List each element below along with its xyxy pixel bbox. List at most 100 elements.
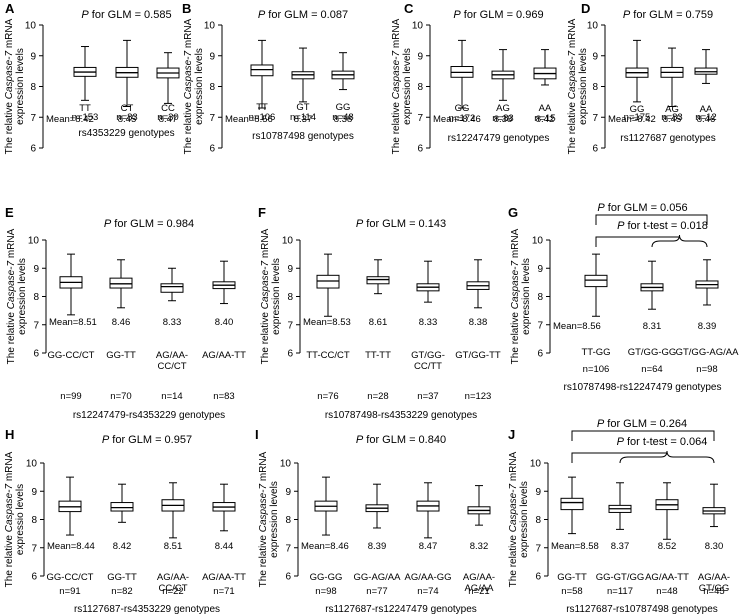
n-count: n=114 — [290, 112, 316, 123]
y-tick-label: 9 — [209, 51, 215, 62]
panel-j: J 6 7 8 9 10 The relative Caspase-7 mRNAexpres… — [508, 418, 730, 615]
y-tick-label: 6 — [535, 572, 541, 583]
n-count: n=175 — [624, 112, 651, 123]
y-tick-label: 10 — [204, 21, 216, 32]
n-count: n=22 — [162, 586, 183, 597]
p-value-title: P for GLM = 0.264 — [597, 418, 687, 430]
mean-value: 8.39 — [368, 541, 387, 552]
panel-d: D 6 7 8 9 10 The relative Caspase-7 mRNAexpres… — [567, 1, 718, 155]
y-tick-label: 8 — [285, 515, 291, 526]
mean-label: Mean=8.42 — [46, 114, 94, 125]
n-count: n=15 — [534, 113, 555, 124]
n-count: n=74 — [417, 586, 438, 597]
mean-value: 8.45 — [118, 114, 137, 125]
genotype-label: AG/AA-GG — [405, 572, 452, 583]
genotype-label: AG/AA-TT — [645, 572, 689, 583]
n-count: n=83 — [116, 112, 137, 123]
y-tick-label: 10 — [280, 459, 292, 470]
panel-letter: B — [182, 1, 191, 16]
genotype-label: GG-AG/AA — [354, 572, 402, 583]
mean-value: 8.38 — [334, 114, 353, 125]
y-tick-label: 8 — [535, 515, 541, 526]
p-value-title: P for GLM = 0.056 — [597, 202, 687, 214]
y-tick-label: 8 — [31, 515, 37, 526]
n-count: n=172 — [449, 113, 476, 124]
y-tick-label: 9 — [30, 51, 36, 62]
y-tick-label: 10 — [28, 236, 40, 247]
panel-letter: E — [5, 205, 14, 220]
y-tick-label: 10 — [282, 236, 294, 247]
y-tick-label: 10 — [532, 236, 544, 247]
mean-label: Mean=8.51 — [49, 317, 97, 328]
ttest-bracket — [595, 236, 680, 247]
genotype-label: GG-GT/GG — [596, 572, 645, 583]
y-axis-label: The relative Caspase-7 mRNA — [258, 451, 269, 587]
panel-letter: D — [581, 1, 590, 16]
box-iqr — [110, 502, 134, 512]
n-count: n=21 — [468, 586, 489, 597]
p-value-ttest: P for t-test = 0.064 — [617, 436, 708, 448]
n-count: n=64 — [641, 364, 662, 375]
y-tick-label: 6 — [209, 144, 215, 155]
y-axis-label-line2: expression levels — [271, 258, 282, 335]
genotype-label: GT/GG- — [411, 350, 445, 361]
y-tick-label: 8 — [592, 82, 598, 93]
mean-label: Mean=8.46 — [433, 114, 481, 125]
genotype-label: GG-TT — [107, 572, 137, 583]
genotype-label: CC/CT — [157, 361, 186, 372]
y-tick-label: 8 — [33, 292, 39, 303]
genotype-label: GG-TT — [106, 350, 136, 361]
panel-letter: J — [508, 427, 515, 442]
y-axis-label-line2: expression levels — [521, 258, 532, 335]
y-tick-label: 9 — [417, 51, 423, 62]
box-iqr — [366, 276, 390, 285]
y-tick-label: 6 — [33, 349, 39, 360]
genotype-label: AG/AA- — [698, 572, 730, 583]
mean-value: 8.32 — [470, 541, 489, 552]
x-axis-label: rs1127687-rs12247479 genotypes — [325, 604, 477, 615]
mean-value: 8.52 — [658, 541, 677, 552]
y-tick-label: 10 — [26, 459, 38, 470]
mean-label: Mean=8.58 — [551, 541, 599, 552]
x-axis-label: rs12247479-rs4353229 genotypes — [73, 410, 225, 421]
n-count: n=45 — [703, 586, 724, 597]
ttest-brace — [619, 450, 715, 464]
n-count: n=98 — [696, 364, 717, 375]
n-count: n=106 — [583, 364, 610, 375]
genotype-label: TT-GG — [581, 347, 610, 358]
y-axis-label: The relative Caspase-7 mRNA — [4, 451, 15, 587]
y-tick-label: 7 — [31, 543, 37, 554]
genotype-label: GG-CC/CT — [47, 572, 94, 583]
y-tick-label: 9 — [31, 487, 37, 498]
n-count: n=98 — [315, 586, 336, 597]
box-iqr — [250, 64, 274, 77]
panel-letter: G — [508, 205, 518, 220]
y-tick-label: 10 — [25, 21, 37, 32]
mean-value: 8.51 — [164, 541, 183, 552]
y-tick-label: 6 — [30, 144, 36, 155]
genotype-label: AG/AA- — [463, 572, 495, 583]
y-axis-label-line2: expression levels — [17, 258, 28, 335]
panel-a: A 6 7 8 9 10 The relative Caspase-7 mRNAexpres… — [4, 1, 180, 155]
mean-value: 8.45 — [663, 114, 682, 125]
n-count: n=83 — [492, 113, 513, 124]
genotype-label: GG-GG — [310, 572, 343, 583]
y-tick-label: 8 — [537, 292, 543, 303]
genotype-label: GT/GG-AG/AA — [676, 347, 739, 358]
y-tick-label: 6 — [592, 144, 598, 155]
x-axis-label: rs1127687-rs4353229 genotypes — [74, 604, 220, 615]
y-axis-label: The relative Caspase-7 mRNA — [510, 228, 521, 364]
box-iqr — [109, 277, 133, 289]
y-tick-label: 7 — [285, 543, 291, 554]
n-count: n=83 — [661, 112, 682, 123]
y-axis-label: The relative Caspase-7 mRNA — [508, 451, 519, 587]
p-value-title: P for GLM = 0.585 — [81, 9, 171, 21]
n-count: n=71 — [213, 586, 234, 597]
x-axis-label: rs12247479 genotypes — [448, 133, 550, 144]
x-axis-label: rs1127687-rs10787498 genotypes — [566, 604, 718, 615]
y-tick-label: 9 — [285, 487, 291, 498]
ttest-bracket — [571, 452, 667, 463]
box-iqr — [584, 274, 608, 288]
genotype-label: TT-CC/CT — [306, 350, 349, 361]
